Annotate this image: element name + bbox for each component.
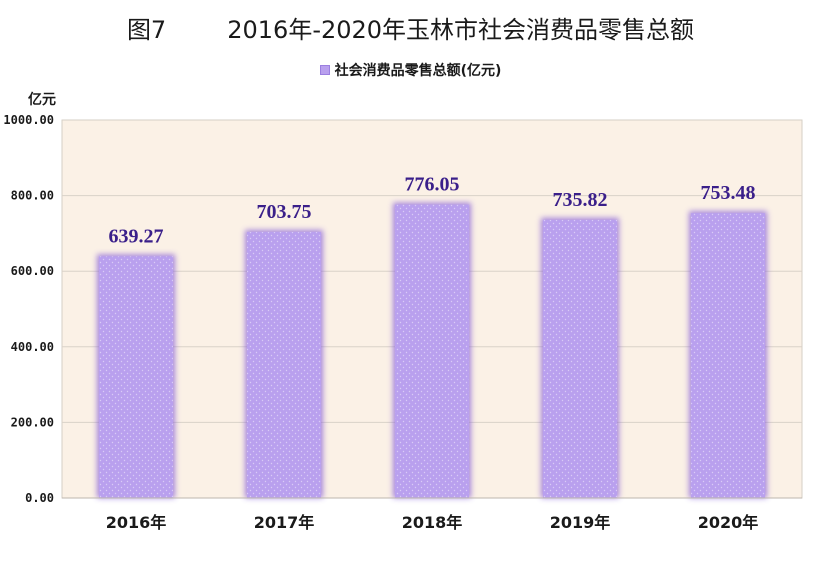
data-label: 703.75 — [257, 201, 312, 223]
bar-group — [541, 217, 619, 498]
bar-group — [245, 229, 323, 499]
x-tick-label: 2017年 — [254, 513, 315, 532]
chart-title: 图7 2016年-2020年玉林市社会消费品零售总额 — [126, 16, 695, 44]
bar-group — [393, 202, 471, 498]
y-tick-label: 600.00 — [11, 264, 54, 278]
x-tick-label: 2018年 — [402, 513, 463, 532]
y-tick-label: 1000.00 — [3, 113, 54, 127]
data-label: 753.48 — [701, 182, 756, 204]
data-label: 776.05 — [405, 174, 460, 196]
bar-texture — [691, 213, 765, 498]
x-tick-label: 2016年 — [106, 513, 167, 532]
bar-texture — [395, 204, 469, 498]
x-tick-label: 2020年 — [698, 513, 759, 532]
legend-label: 社会消费品零售总额(亿元) — [334, 63, 502, 79]
chart-legend: 社会消费品零售总额(亿元) — [0, 60, 821, 80]
legend-swatch — [319, 65, 330, 75]
y-tick-label: 400.00 — [11, 340, 54, 354]
y-tick-label: 200.00 — [11, 415, 54, 429]
bar-group — [97, 254, 175, 498]
y-tick-label: 800.00 — [11, 189, 54, 203]
bar-texture — [543, 219, 617, 498]
bar-texture — [99, 256, 173, 498]
y-axis-unit-label: 亿元 — [28, 92, 56, 108]
x-tick-label: 2019年 — [550, 513, 611, 532]
y-tick-label: 0.00 — [25, 491, 54, 505]
bar-texture — [247, 231, 321, 499]
data-label: 639.27 — [109, 225, 164, 247]
bar-group — [689, 211, 767, 498]
data-label: 735.82 — [553, 189, 608, 211]
